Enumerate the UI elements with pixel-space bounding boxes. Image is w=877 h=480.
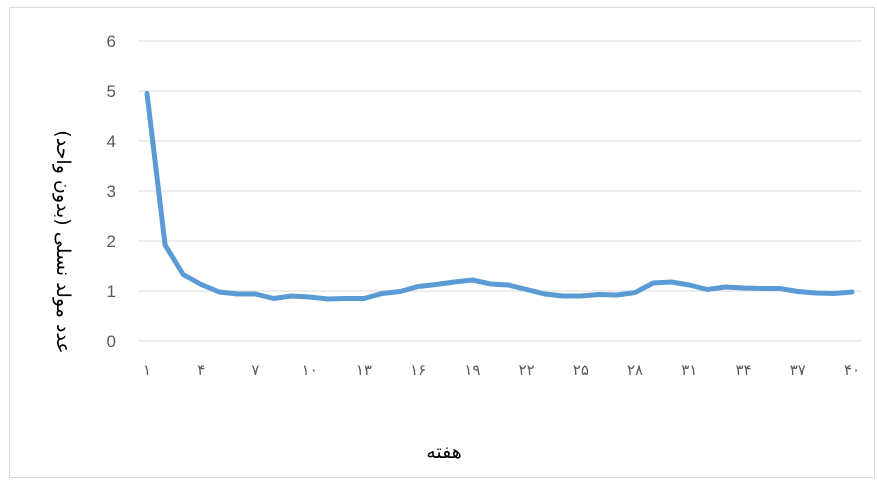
y-tick-label: 1 — [107, 282, 116, 301]
y-tick-label: 6 — [107, 32, 116, 51]
x-tick-label: ۴ — [197, 361, 205, 379]
x-tick-label: ۲۸ — [627, 361, 643, 379]
x-tick-label: ۲۵ — [573, 361, 589, 379]
x-axis-ticks: ۱ ۴ ۷ ۱۰ ۱۳ ۱۶ ۱۹ ۲۲ ۲۵ ۲۸ ۳۱ ۳۴ ۳۷ ۴۰ — [143, 361, 860, 379]
chart-frame — [9, 7, 875, 478]
y-tick-label: 4 — [107, 132, 116, 151]
x-tick-label: ۳۷ — [790, 361, 806, 379]
y-axis-ticks: 0 1 2 3 4 5 6 — [107, 32, 116, 351]
y-axis-title: عدد مولد نسلی (بدون واحد) — [52, 130, 74, 353]
x-tick-label: ۲۲ — [519, 361, 535, 379]
y-tick-label: 0 — [107, 332, 116, 351]
x-tick-label: ۳۴ — [735, 361, 751, 379]
x-tick-label: ۳۱ — [681, 361, 697, 379]
y-tick-label: 2 — [107, 232, 116, 251]
y-tick-label: 5 — [107, 82, 116, 101]
x-axis-title: هفته — [426, 441, 462, 463]
x-tick-label: ۱۳ — [356, 361, 372, 379]
series-line — [144, 91, 855, 302]
x-tick-label: ۴۰ — [844, 361, 860, 379]
y-tick-label: 3 — [107, 182, 116, 201]
x-tick-label: ۱۹ — [464, 361, 480, 379]
x-tick-label: ۱ — [143, 361, 151, 379]
gridlines — [138, 40, 862, 342]
x-tick-label: ۷ — [251, 361, 259, 379]
x-tick-label: ۱۰ — [302, 361, 318, 379]
x-tick-label: ۱۶ — [410, 361, 426, 379]
